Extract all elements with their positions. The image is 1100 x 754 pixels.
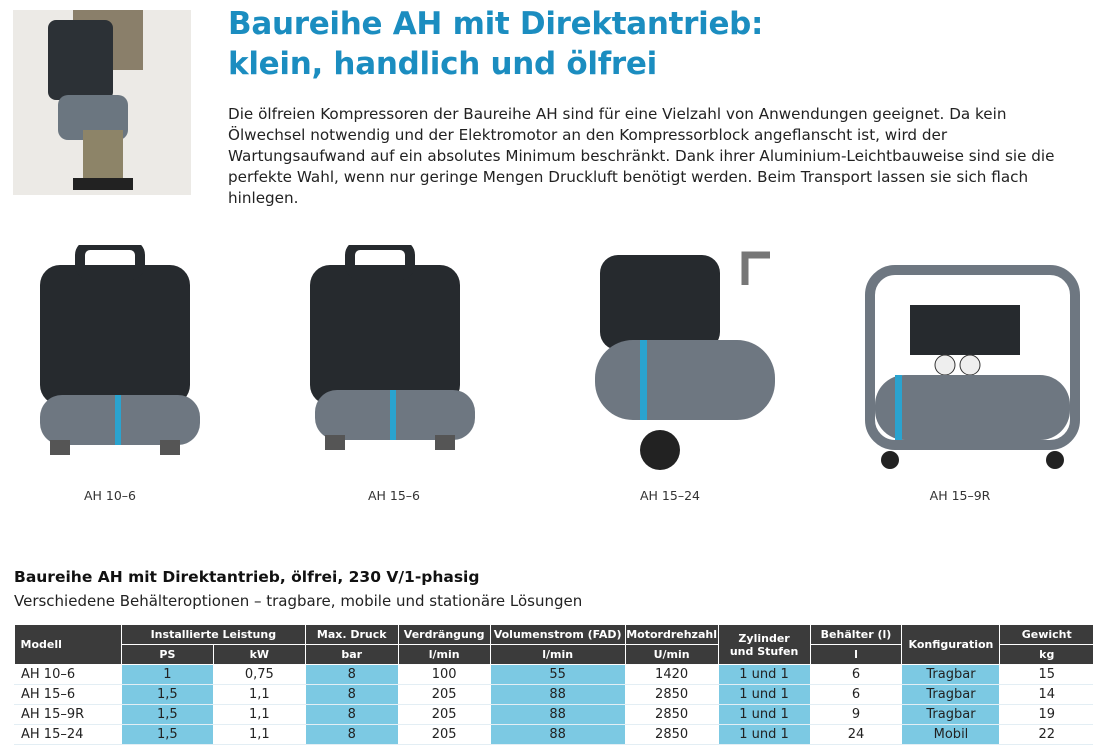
value-cell: 19 xyxy=(999,704,1093,725)
intro-text: Die ölfreien Kompressoren der Baureihe A… xyxy=(228,105,1055,207)
value-cell: 1 und 1 xyxy=(717,704,811,725)
header-zylinder: Zylinder und Stufen xyxy=(717,625,811,665)
value-cell: 1,1 xyxy=(212,704,306,725)
value-cell: 8 xyxy=(304,704,399,725)
value-cell: 14 xyxy=(999,684,1093,705)
value-cell: Tragbar xyxy=(901,684,1000,705)
product-caption: AH 15–24 xyxy=(640,488,700,503)
table-row: AH 15–6 1,5 1,1 8 205 88 2850 1 und 1 6 Tragbar 14 xyxy=(14,684,1093,705)
value-cell: 205 xyxy=(397,684,491,705)
value-cell: 88 xyxy=(489,704,626,725)
value-cell: 6 xyxy=(809,664,902,685)
unit-bar: bar xyxy=(304,644,399,665)
product-image-ah-15-9r xyxy=(860,250,1085,470)
header-motor: Motordrehzahl xyxy=(624,625,719,645)
value-cell: 9 xyxy=(809,704,902,725)
table-row: AH 15–9R 1,5 1,1 8 205 88 2850 1 und 1 9 Tragbar 1… xyxy=(14,704,1093,725)
value-cell: 8 xyxy=(304,684,399,705)
header-gewicht: Gewicht xyxy=(999,625,1093,645)
model-cell: AH 10–6 xyxy=(14,664,122,685)
table-title: Baureihe AH mit Direktantrieb, ölfrei, 2… xyxy=(14,568,480,586)
unit-motor: U/min xyxy=(624,644,719,665)
value-cell: 88 xyxy=(489,684,626,705)
header-fad: Volumenstrom (FAD) xyxy=(489,625,626,645)
model-cell: AH 15–24 xyxy=(14,724,122,745)
value-cell: 100 xyxy=(397,664,491,685)
value-cell: 1,5 xyxy=(120,704,214,725)
value-cell: 1,1 xyxy=(212,684,306,705)
value-cell: Tragbar xyxy=(901,704,1000,725)
header-druck: Max. Druck xyxy=(304,625,399,645)
value-cell: 1 und 1 xyxy=(717,724,811,745)
value-cell: 88 xyxy=(489,724,626,745)
product-caption: AH 15–9R xyxy=(929,488,991,503)
unit-ps: PS xyxy=(120,644,214,665)
product-caption: AH 15–6 xyxy=(367,488,421,503)
model-cell: AH 15–9R xyxy=(14,704,122,725)
value-cell: 205 xyxy=(397,704,491,725)
spec-table: Modell Installierte Leistung Max. Druck … xyxy=(14,625,1093,745)
product-image-ah-15-6 xyxy=(300,240,500,465)
header-verdraengung: Verdrängung xyxy=(397,625,491,645)
value-cell: 0,75 xyxy=(212,664,306,685)
value-cell: 1420 xyxy=(624,664,719,685)
value-cell: 55 xyxy=(489,664,626,685)
header-behaelter: Behälter (l) xyxy=(809,625,902,645)
value-cell: 24 xyxy=(809,724,902,745)
header-leistung: Installierte Leistung xyxy=(120,625,306,645)
unit-behaelter: l xyxy=(809,644,902,665)
value-cell: 8 xyxy=(304,724,399,745)
value-cell: Mobil xyxy=(901,724,1000,745)
unit-gewicht: kg xyxy=(999,644,1093,665)
product-image-ah-10-6 xyxy=(20,240,220,465)
product-caption: AH 10–6 xyxy=(83,488,137,503)
table-subtitle: Verschiedene Behälteroptionen – tragbare… xyxy=(14,592,583,610)
value-cell: 1 xyxy=(120,664,214,685)
value-cell: 1 und 1 xyxy=(717,684,811,705)
table-row: AH 10–6 1 0,75 8 100 55 1420 1 und 1 6 Tragbar 15 xyxy=(14,664,1093,685)
value-cell: 2850 xyxy=(624,684,719,705)
unit-fad: l/min xyxy=(489,644,626,665)
unit-verdr: l/min xyxy=(397,644,491,665)
value-cell: Tragbar xyxy=(901,664,1000,685)
product-image-ah-15-24 xyxy=(585,245,785,470)
page-title: Baureihe AH mit Direktantrieb: klein, han… xyxy=(228,6,764,82)
value-cell: 22 xyxy=(999,724,1093,745)
value-cell: 1,1 xyxy=(212,724,306,745)
value-cell: 1 und 1 xyxy=(717,664,811,685)
model-cell: AH 15–6 xyxy=(14,684,122,705)
product-photo-carrying xyxy=(13,10,191,195)
unit-kw: kW xyxy=(212,644,306,665)
value-cell: 2850 xyxy=(624,724,719,745)
header-konfiguration: Konfiguration xyxy=(901,625,1000,665)
header-modell: Modell xyxy=(14,625,122,665)
value-cell: 2850 xyxy=(624,704,719,725)
value-cell: 1,5 xyxy=(120,724,214,745)
table-row: AH 15–24 1,5 1,1 8 205 88 2850 1 und 1 24 Mobil 22 xyxy=(14,724,1093,745)
value-cell: 6 xyxy=(809,684,902,705)
value-cell: 1,5 xyxy=(120,684,214,705)
value-cell: 15 xyxy=(999,664,1093,685)
value-cell: 8 xyxy=(304,664,399,685)
value-cell: 205 xyxy=(397,724,491,745)
